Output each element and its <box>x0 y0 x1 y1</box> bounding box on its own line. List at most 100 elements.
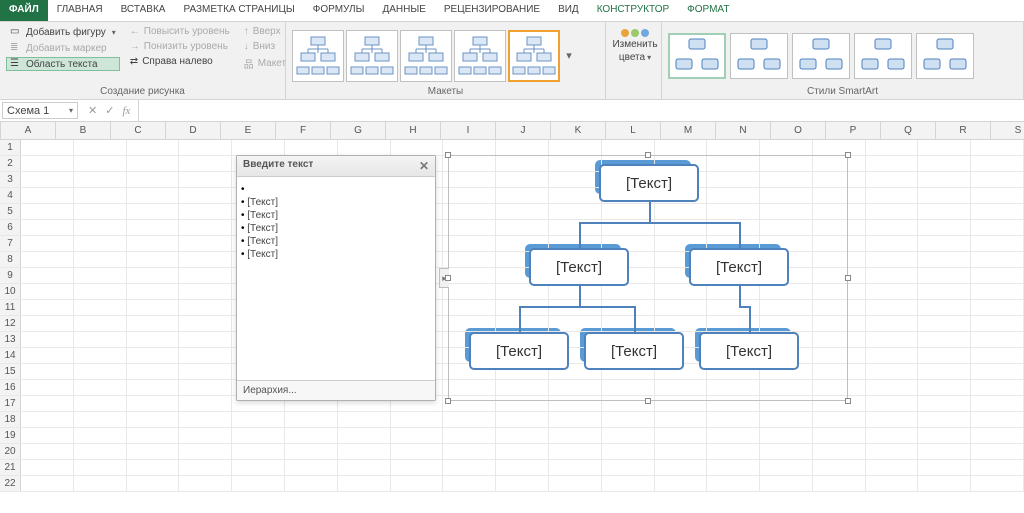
row-header[interactable]: 5 <box>0 204 21 219</box>
layout-thumb-2[interactable] <box>400 30 452 82</box>
cell[interactable] <box>707 140 760 155</box>
cell[interactable] <box>127 252 180 267</box>
tab-рецензирование[interactable]: РЕЦЕНЗИРОВАНИЕ <box>435 0 549 21</box>
add-bullet-button[interactable]: ≣Добавить маркер <box>6 41 120 55</box>
cell[interactable] <box>813 444 866 459</box>
cell[interactable] <box>127 476 180 491</box>
cell[interactable] <box>74 332 127 347</box>
promote-button[interactable]: ← Повысить уровень <box>126 25 234 38</box>
cell[interactable] <box>918 428 971 443</box>
row-header[interactable]: 7 <box>0 236 21 251</box>
cell[interactable] <box>127 284 180 299</box>
cell[interactable] <box>21 380 74 395</box>
cell[interactable] <box>602 428 655 443</box>
cell[interactable] <box>866 140 919 155</box>
text-pane-toggle[interactable]: ☰Область текста <box>6 57 120 71</box>
cell[interactable] <box>21 204 74 219</box>
cell[interactable] <box>127 460 180 475</box>
cell[interactable] <box>866 284 919 299</box>
cell[interactable] <box>496 412 549 427</box>
cell[interactable] <box>971 364 1024 379</box>
cell[interactable] <box>338 460 391 475</box>
cell[interactable] <box>971 172 1024 187</box>
cell[interactable] <box>74 380 127 395</box>
cell[interactable] <box>21 140 74 155</box>
cell[interactable] <box>971 412 1024 427</box>
cell[interactable] <box>918 316 971 331</box>
cell[interactable] <box>971 140 1024 155</box>
cell[interactable] <box>21 252 74 267</box>
row-header[interactable]: 19 <box>0 428 21 443</box>
cell[interactable] <box>21 316 74 331</box>
cell[interactable] <box>74 348 127 363</box>
cell[interactable] <box>338 412 391 427</box>
cell[interactable] <box>179 396 232 411</box>
name-box[interactable]: Схема 1▾ <box>2 102 78 119</box>
cell[interactable] <box>971 236 1024 251</box>
cell[interactable] <box>918 268 971 283</box>
cell[interactable] <box>866 380 919 395</box>
cell[interactable] <box>971 348 1024 363</box>
layout-thumb-4[interactable] <box>508 30 560 82</box>
cell[interactable] <box>918 476 971 491</box>
column-header[interactable]: E <box>221 122 276 139</box>
cell[interactable] <box>707 460 760 475</box>
cell[interactable] <box>443 140 496 155</box>
cell[interactable] <box>179 252 232 267</box>
cell[interactable] <box>285 412 338 427</box>
cell[interactable] <box>21 156 74 171</box>
cell[interactable] <box>179 316 232 331</box>
cell[interactable] <box>866 252 919 267</box>
cell[interactable] <box>179 428 232 443</box>
cell[interactable] <box>179 204 232 219</box>
cell[interactable] <box>338 140 391 155</box>
style-thumb-4[interactable] <box>916 33 974 79</box>
cell[interactable] <box>971 476 1024 491</box>
row-header[interactable]: 17 <box>0 396 21 411</box>
cell[interactable] <box>707 412 760 427</box>
cell[interactable] <box>866 188 919 203</box>
cell[interactable] <box>655 444 708 459</box>
cell[interactable] <box>549 444 602 459</box>
cell[interactable] <box>918 412 971 427</box>
cell[interactable] <box>74 220 127 235</box>
row-header[interactable]: 1 <box>0 140 21 155</box>
cell[interactable] <box>443 476 496 491</box>
cell[interactable] <box>338 428 391 443</box>
column-header[interactable]: Q <box>881 122 936 139</box>
column-header[interactable]: P <box>826 122 881 139</box>
column-header[interactable]: F <box>276 122 331 139</box>
cell[interactable] <box>549 428 602 443</box>
cell[interactable] <box>443 460 496 475</box>
cell[interactable] <box>74 460 127 475</box>
cell[interactable] <box>971 428 1024 443</box>
smartart-node[interactable]: [Текст] <box>469 332 569 370</box>
row-header[interactable]: 2 <box>0 156 21 171</box>
cell[interactable] <box>179 332 232 347</box>
cell[interactable] <box>918 348 971 363</box>
cell[interactable] <box>74 428 127 443</box>
column-header[interactable]: K <box>551 122 606 139</box>
cell[interactable] <box>549 140 602 155</box>
text-pane-body[interactable]: [Текст][Текст][Текст][Текст][Текст] <box>237 177 435 381</box>
row-header[interactable]: 11 <box>0 300 21 315</box>
column-header[interactable]: B <box>56 122 111 139</box>
fx-icon[interactable]: fx <box>122 105 130 117</box>
cell[interactable] <box>179 172 232 187</box>
cell[interactable] <box>127 220 180 235</box>
row-header[interactable]: 20 <box>0 444 21 459</box>
cell[interactable] <box>179 140 232 155</box>
cell[interactable] <box>549 460 602 475</box>
cell[interactable] <box>918 460 971 475</box>
column-header[interactable]: N <box>716 122 771 139</box>
cell[interactable] <box>127 316 180 331</box>
row-header[interactable]: 10 <box>0 284 21 299</box>
layouts-more-button[interactable]: ▾ <box>562 49 576 62</box>
cell[interactable] <box>127 428 180 443</box>
tab-вставка[interactable]: ВСТАВКА <box>112 0 175 21</box>
cell[interactable] <box>21 220 74 235</box>
cell[interactable] <box>391 428 444 443</box>
cell[interactable] <box>918 220 971 235</box>
cell[interactable] <box>760 412 813 427</box>
cell[interactable] <box>74 300 127 315</box>
